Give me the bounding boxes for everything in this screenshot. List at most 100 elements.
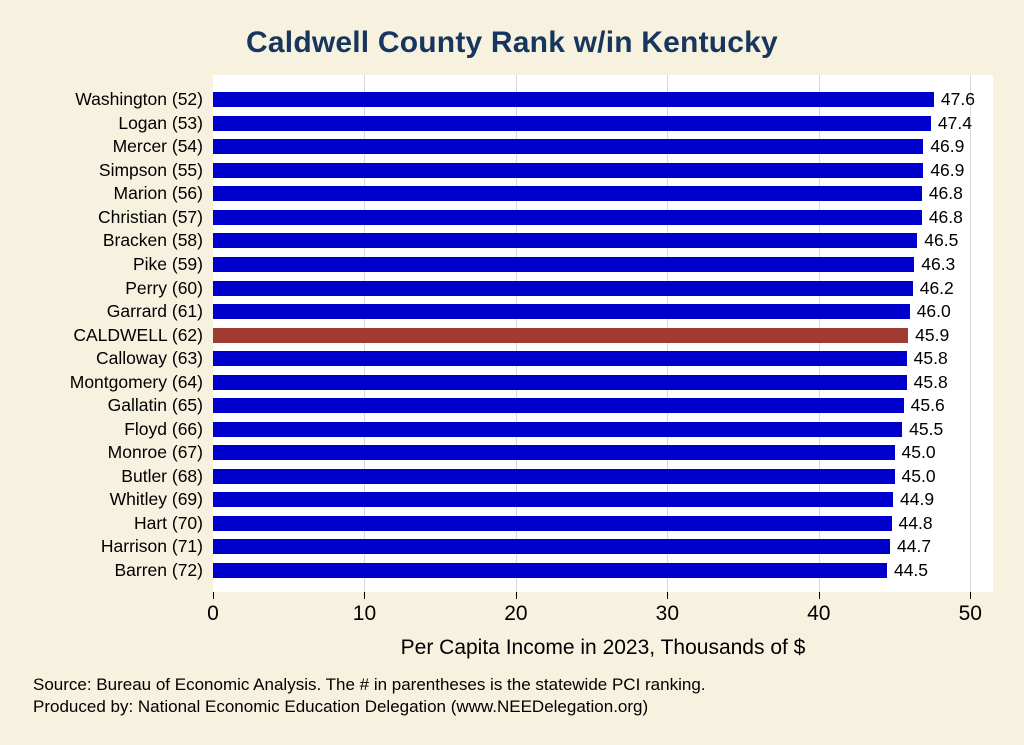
- bar-track: 46.0: [213, 300, 993, 324]
- county-label: Perry (60): [125, 277, 203, 298]
- x-axis-tick-labels: 0 10 20 30 40 50: [207, 602, 993, 630]
- bar-track: 47.4: [213, 112, 993, 136]
- x-axis-title: Per Capita Income in 2023, Thousands of …: [400, 636, 806, 659]
- bar: [213, 162, 924, 178]
- county-label: Floyd (66): [124, 418, 203, 439]
- county-label: Calloway (63): [96, 348, 203, 369]
- value-label: 46.2: [919, 277, 954, 298]
- bar-track: 46.9: [213, 159, 993, 183]
- value-label: 44.7: [897, 536, 932, 557]
- value-label: 45.9: [915, 324, 950, 345]
- bar-row: Marion (56) 46.8: [0, 182, 993, 206]
- x-tick-label: 10: [352, 602, 377, 625]
- bar-track: 46.3: [213, 253, 993, 277]
- x-tick-mark: [818, 592, 820, 599]
- bar: [213, 233, 918, 249]
- bar: [213, 304, 910, 320]
- x-tick-label: 0: [207, 602, 219, 625]
- value-label: 44.5: [893, 559, 929, 580]
- bar-track: 46.8: [213, 182, 993, 206]
- bar-row: Harrison (71) 44.7: [0, 535, 993, 559]
- bar-row: Simpson (55) 46.9: [0, 159, 993, 183]
- bar: [213, 209, 922, 225]
- county-label: Whitley (69): [109, 489, 203, 510]
- value-label: 46.3: [921, 253, 956, 274]
- producer-note: Produced by: National Economic Education…: [33, 697, 649, 716]
- bar-row: Gallatin (65) 45.6: [0, 394, 993, 418]
- bar: [213, 374, 907, 390]
- bar: [213, 492, 894, 508]
- bar: [213, 398, 904, 414]
- bar-track: 46.8: [213, 206, 993, 230]
- county-label: Bracken (58): [102, 230, 203, 251]
- value-label: 46.0: [916, 301, 951, 322]
- bar-track: 45.8: [213, 347, 993, 371]
- x-tick-mark: [515, 592, 517, 599]
- bar-track: 44.9: [213, 488, 993, 512]
- bar-row: Calloway (63) 45.8: [0, 347, 993, 371]
- bar-track: 45.0: [213, 465, 993, 489]
- bar: [213, 445, 895, 461]
- bar-track: 44.5: [213, 559, 993, 583]
- bar: [213, 468, 895, 484]
- bar-track: 45.0: [213, 441, 993, 465]
- bar: [213, 280, 913, 296]
- value-label: 46.8: [928, 206, 963, 227]
- bar-row: Logan (53) 47.4: [0, 112, 993, 136]
- bar-row: Floyd (66) 45.5: [0, 417, 993, 441]
- bar-track: 46.2: [213, 276, 993, 300]
- bar-row: Monroe (67) 45.0: [0, 441, 993, 465]
- value-label: 45.0: [901, 442, 936, 463]
- bar: [213, 539, 890, 555]
- county-label: Gallatin (65): [107, 395, 203, 416]
- bar-track: 46.5: [213, 229, 993, 253]
- county-label: Simpson (55): [98, 159, 203, 180]
- bar-row: Bracken (58) 46.5: [0, 229, 993, 253]
- county-label: Harrison (71): [100, 536, 203, 557]
- county-label: Monroe (67): [107, 442, 203, 463]
- county-label: Pike (59): [132, 253, 203, 274]
- county-label: Hart (70): [133, 512, 203, 533]
- county-label: Montgomery (64): [69, 371, 203, 392]
- x-tick-label: 40: [807, 602, 831, 625]
- bar: [213, 515, 892, 531]
- bar-row: Garrard (61) 46.0: [0, 300, 993, 324]
- x-axis-ticks: [213, 592, 993, 600]
- bar: [213, 186, 922, 202]
- bar-row: Christian (57) 46.8: [0, 206, 993, 230]
- value-label: 46.9: [930, 136, 965, 157]
- value-label: 44.9: [900, 489, 935, 510]
- bar: [213, 421, 903, 437]
- bar-track: 44.7: [213, 535, 993, 559]
- highlight-bar: [213, 327, 909, 343]
- x-tick-label: 30: [655, 602, 680, 625]
- county-label: Christian (57): [97, 206, 203, 227]
- bar-track: 45.9: [213, 323, 993, 347]
- value-label: 47.4: [937, 112, 972, 133]
- bar-track: 44.8: [213, 512, 993, 536]
- county-label: Marion (56): [113, 183, 203, 204]
- bar: [213, 351, 907, 367]
- x-tick-label: 20: [504, 602, 528, 625]
- source-note: Source: Bureau of Economic Analysis. The…: [33, 675, 706, 694]
- county-label: Washington (52): [75, 89, 203, 110]
- bar: [213, 115, 931, 131]
- bar-row: Montgomery (64) 45.8: [0, 370, 993, 394]
- value-label: 45.6: [910, 395, 945, 416]
- value-label: 44.8: [898, 512, 933, 533]
- bar-track: 45.6: [213, 394, 993, 418]
- value-label: 45.0: [901, 465, 936, 486]
- bar-track: 45.5: [213, 417, 993, 441]
- bar-track: 47.6: [213, 88, 993, 112]
- county-label: Garrard (61): [106, 301, 203, 322]
- x-tick-mark: [213, 592, 214, 599]
- bar: [213, 256, 915, 272]
- bar-row: Perry (60) 46.2: [0, 276, 993, 300]
- county-label: Mercer (54): [112, 136, 203, 157]
- bar-row: Washington (52) 47.6: [0, 88, 993, 112]
- chart-title: Caldwell County Rank w/in Kentucky: [246, 26, 778, 59]
- bar-row: Hart (70) 44.8: [0, 512, 993, 536]
- value-label: 45.5: [909, 418, 944, 439]
- bar-track: 45.8: [213, 370, 993, 394]
